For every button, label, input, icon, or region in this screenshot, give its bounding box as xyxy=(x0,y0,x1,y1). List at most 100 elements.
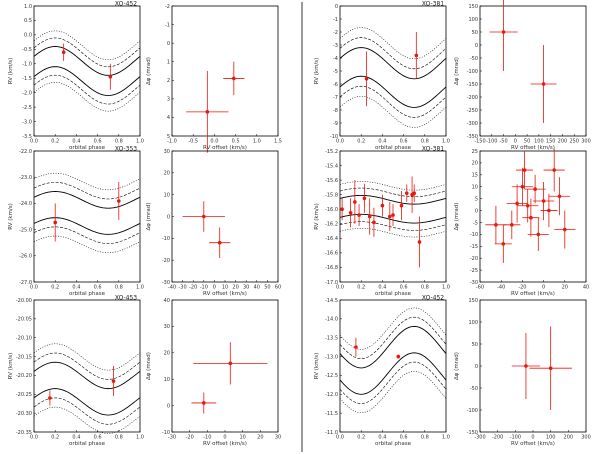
rv-data-point xyxy=(417,240,422,244)
rv-data-point xyxy=(53,220,57,225)
y-tick-label: 3 xyxy=(167,97,170,103)
y-tick-label: 150 xyxy=(468,4,478,10)
y-tick-label: -10 xyxy=(330,134,338,140)
y-tick-label: -150 xyxy=(467,82,478,88)
x-tick-label: 0.4 xyxy=(378,285,386,291)
y-axis-label: Δφ (mrad) xyxy=(454,57,460,85)
x-tick-label: 0.0 xyxy=(210,139,218,145)
x-tick-label: 50 xyxy=(264,285,270,291)
x-tick-label: -50 xyxy=(499,139,507,145)
y-tick-label: 40 xyxy=(164,298,170,304)
y-tick-label: 0.0 xyxy=(24,33,32,39)
y-axis-label: RV (km/s) xyxy=(8,58,14,85)
y-axis-label: RV (km/s) xyxy=(314,203,320,230)
y-tick-label: -30 xyxy=(470,280,478,286)
y-tick-label: -2 xyxy=(165,4,170,10)
x-tick-label: 40 xyxy=(583,285,589,291)
rv-data-point xyxy=(404,191,409,196)
y-tick-label: -12.5 xyxy=(325,373,338,379)
x-tick-label: 20 xyxy=(232,285,238,291)
panel-title: XO-381 xyxy=(422,1,444,8)
y-tick-label: -2.0 xyxy=(22,90,32,96)
y-tick-label: -0.5 xyxy=(22,47,32,53)
y-tick-label: -3.0 xyxy=(22,119,32,125)
x-tick-label: 200 xyxy=(564,435,574,441)
y-tick-label: 1.0 xyxy=(24,4,32,10)
model-lower-1sigma xyxy=(339,325,447,369)
y-tick-label: -20 xyxy=(470,256,478,262)
x-tick-label: 30 xyxy=(243,285,249,291)
x-tick-label: 1.0 xyxy=(136,139,144,145)
panel-title: XO-452 xyxy=(422,295,444,302)
left-plot-area xyxy=(339,176,447,268)
x-tick-label: 0.6 xyxy=(94,285,102,291)
y-tick-label: -10 xyxy=(470,232,478,238)
y-tick-label: 30 xyxy=(164,149,170,155)
y-tick-label: 30 xyxy=(164,324,170,330)
x-tick-label: 150 xyxy=(546,139,556,145)
x-tick-label: -10 xyxy=(203,435,211,441)
y-tick-label: -13.0 xyxy=(325,354,338,360)
x-tick-label: 0.5 xyxy=(232,139,240,145)
model-upper-3sigma xyxy=(33,30,141,61)
model-lower-3sigma xyxy=(33,406,141,434)
model-upper-1sigma xyxy=(33,361,141,390)
y-tick-label: -17.0 xyxy=(325,280,338,286)
offset-data-point xyxy=(501,242,506,246)
x-tick-label: -20 xyxy=(186,435,194,441)
y-tick-label: -15.6 xyxy=(325,178,338,184)
x-tick-label: 1.0 xyxy=(442,139,450,145)
y-tick-label: -15.2 xyxy=(325,149,338,155)
offset-data-point xyxy=(552,168,556,172)
x-tick-label: 0.4 xyxy=(72,285,80,291)
x-tick-label: 1.0 xyxy=(136,435,144,441)
model-lower-2sigma xyxy=(339,85,447,118)
plot-frame xyxy=(171,299,279,433)
y-tick-label: 0 xyxy=(475,43,478,49)
x-axis-label: orbital phase xyxy=(69,441,106,447)
y-tick-label: -150 xyxy=(467,430,478,436)
right-plot-area xyxy=(182,201,231,258)
offset-data-point xyxy=(533,187,537,191)
model-lower-1sigma xyxy=(33,66,141,97)
rv-data-point xyxy=(399,203,404,208)
y-tick-label: -15.8 xyxy=(325,192,338,198)
offset-data-point xyxy=(494,223,498,227)
x-tick-label: 20 xyxy=(257,435,263,441)
rv-data-point xyxy=(372,220,376,225)
rv-data-point xyxy=(348,211,353,215)
y-tick-label: 0 xyxy=(167,403,170,409)
y-tick-label: 20 xyxy=(164,171,170,177)
x-tick-label: 0.6 xyxy=(400,139,408,145)
y-tick-label: -14.5 xyxy=(325,298,338,304)
model-lower-3sigma xyxy=(339,307,447,350)
x-tick-label: 60 xyxy=(275,285,281,291)
x-tick-label: 0 xyxy=(514,139,517,145)
offset-data-point xyxy=(547,208,551,213)
y-tick-label: 15 xyxy=(472,173,478,179)
model-lower-3sigma xyxy=(339,95,447,128)
y-axis-label: Δφ (mrad) xyxy=(146,352,152,380)
x-tick-label: 0.8 xyxy=(115,139,123,145)
x-tick-label: -10 xyxy=(200,285,208,291)
y-tick-label: 0 xyxy=(167,41,170,47)
y-tick-label: -20 xyxy=(162,258,170,264)
offset-data-point xyxy=(228,361,233,366)
model-upper-1sigma xyxy=(339,194,447,205)
y-tick-label: -350 xyxy=(467,134,478,140)
y-tick-label: -20.00 xyxy=(16,298,32,304)
y-tick-label: 100 xyxy=(468,320,478,326)
x-tick-label: 0.8 xyxy=(115,435,123,441)
y-tick-label: -100 xyxy=(467,69,478,75)
y-axis-label: Δφ (mrad) xyxy=(146,57,152,85)
offset-data-point xyxy=(524,364,528,368)
model-upper-2sigma xyxy=(339,361,447,404)
y-tick-label: -50 xyxy=(470,56,478,62)
model-upper-3sigma xyxy=(339,181,447,191)
x-tick-label: -100 xyxy=(486,139,497,145)
y-axis-label: RV (km/s) xyxy=(8,203,14,230)
plot-frame xyxy=(171,5,279,137)
y-tick-label: -20.20 xyxy=(16,373,32,379)
y-tick-label: -7 xyxy=(333,95,338,101)
